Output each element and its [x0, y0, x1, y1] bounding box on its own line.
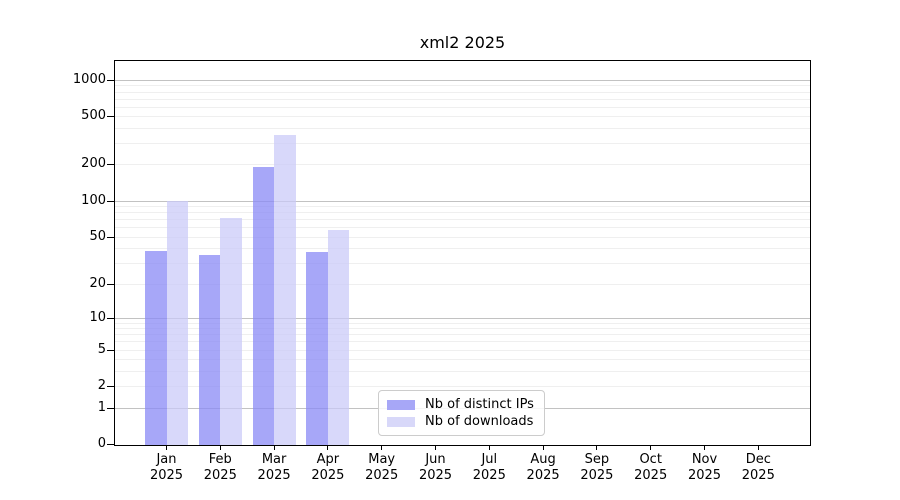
- legend-item-distinct-ips: Nb of distinct IPs: [387, 396, 536, 413]
- x-tick-label-jul: Jul 2025: [472, 452, 506, 483]
- x-tick-label-mar: Mar 2025: [257, 452, 291, 483]
- chart-title: xml2 2025: [419, 33, 506, 52]
- y-tick-label-500: 500: [81, 108, 106, 124]
- y-tick-label-0: 0: [97, 436, 106, 451]
- gridline-1000: [115, 79, 810, 81]
- y-axis-tick: [107, 386, 115, 388]
- gridline-60: [115, 227, 810, 229]
- y-tick-label-1: 1: [97, 399, 106, 415]
- gridline-2: [115, 386, 810, 388]
- legend-label-distinct-ips: Nb of distinct IPs: [425, 397, 534, 412]
- y-tick-label-5: 5: [97, 341, 106, 357]
- legend-label-downloads: Nb of downloads: [425, 414, 534, 429]
- legend: Nb of distinct IPs Nb of downloads: [378, 390, 545, 436]
- gridline-800: [115, 91, 810, 93]
- gridline-9: [115, 322, 810, 324]
- x-tick-label-jun: Jun 2025: [418, 452, 453, 483]
- x-tick-label-oct: Oct 2025: [634, 452, 668, 483]
- gridline-20: [115, 283, 810, 285]
- y-axis-tick: [107, 79, 115, 81]
- y-tick-label-50: 50: [89, 228, 106, 244]
- y-tick-label-20: 20: [89, 275, 106, 291]
- gridline-6: [115, 341, 810, 343]
- gridline-10: [115, 317, 810, 319]
- y-tick-label-10: 10: [89, 309, 106, 325]
- gridline-200: [115, 164, 810, 166]
- x-tick-label-may: May 2025: [365, 452, 399, 483]
- x-tick-label-dec: Dec 2025: [741, 452, 775, 483]
- y-axis-tick: [107, 283, 115, 285]
- legend-item-downloads: Nb of downloads: [387, 413, 536, 430]
- y-axis-tick: [107, 317, 115, 319]
- x-tick-label-sep: Sep 2025: [580, 452, 614, 483]
- gridline-300: [115, 143, 810, 145]
- x-axis-tick: [166, 446, 167, 450]
- gridline-7: [115, 334, 810, 336]
- x-axis-tick: [381, 446, 383, 450]
- x-tick-label-feb: Feb 2025: [203, 452, 237, 483]
- y-axis-tick: [107, 349, 115, 351]
- y-axis-tick: [107, 116, 115, 118]
- bar-apr-downloads: [327, 229, 350, 445]
- x-axis-tick: [435, 446, 436, 450]
- gridline-3: [115, 370, 810, 372]
- gridline-500: [115, 116, 810, 118]
- gridline-40: [115, 248, 810, 250]
- x-axis-tick: [542, 446, 544, 450]
- x-tick-label-nov: Nov 2025: [687, 452, 722, 483]
- bar-apr-distinct-ips: [306, 252, 328, 445]
- x-axis-tick: [596, 446, 598, 450]
- gridline-900: [115, 85, 810, 87]
- gridline-5: [115, 349, 810, 351]
- x-axis-tick: [273, 446, 275, 450]
- bar-mar-distinct-ips: [252, 166, 275, 445]
- gridline-8: [115, 328, 810, 330]
- y-tick-label-200: 200: [81, 156, 106, 172]
- y-tick-label-2: 2: [97, 378, 106, 394]
- bar-mar-downloads: [274, 134, 296, 445]
- gridline-90: [115, 206, 810, 208]
- bar-feb-downloads: [220, 217, 242, 445]
- gridline-100: [115, 200, 810, 202]
- x-axis-tick: [757, 446, 759, 450]
- bar-jan-distinct-ips: [145, 250, 167, 445]
- x-tick-label-jan: Jan 2025: [149, 452, 184, 483]
- gridline-70: [115, 219, 810, 221]
- x-axis-tick: [650, 446, 652, 450]
- x-axis-tick: [704, 446, 705, 450]
- y-tick-label-100: 100: [81, 192, 106, 208]
- gridline-400: [115, 128, 810, 129]
- bar-feb-distinct-ips: [198, 255, 221, 445]
- y-axis-tick: [107, 407, 115, 409]
- gridline-700: [115, 98, 810, 100]
- y-axis-tick: [107, 236, 115, 238]
- x-axis-tick: [327, 446, 329, 450]
- legend-swatch-downloads: [387, 416, 415, 427]
- x-tick-label-apr: Apr 2025: [311, 452, 345, 483]
- gridline-50: [115, 236, 810, 238]
- x-tick-label-aug: Aug 2025: [526, 452, 560, 483]
- legend-swatch-distinct-ips: [387, 399, 415, 410]
- y-axis-tick: [107, 164, 115, 166]
- y-axis-tick: [107, 444, 115, 445]
- y-tick-label-1000: 1000: [72, 71, 106, 87]
- bar-jan-downloads: [166, 200, 188, 445]
- gridline-30: [115, 262, 810, 264]
- y-axis-tick: [107, 200, 115, 202]
- x-axis-tick: [219, 446, 221, 450]
- gridline-600: [115, 106, 810, 108]
- gridline-80: [115, 212, 810, 214]
- x-axis-tick: [488, 446, 490, 450]
- gridline-4: [115, 359, 810, 361]
- plot-area: [114, 60, 811, 446]
